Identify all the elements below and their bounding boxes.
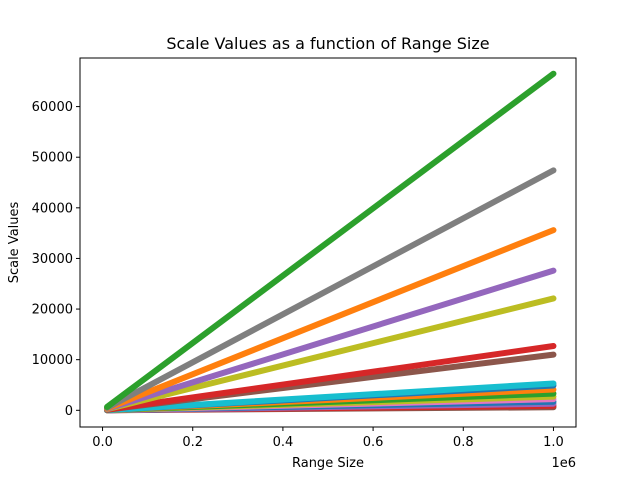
axes-frame: [79, 57, 577, 428]
x-tick-label: 0.6: [363, 435, 384, 450]
y-tick-label: 10000: [32, 353, 73, 368]
x-axis-label: Range Size: [292, 456, 364, 471]
y-tick-label: 50000: [32, 151, 73, 166]
series-line: [104, 70, 557, 410]
y-tick-label: 40000: [32, 201, 73, 216]
y-tick-label: 60000: [32, 100, 73, 115]
series-line: [104, 380, 557, 414]
x-axis-offset-label: 1e6: [551, 456, 576, 471]
x-tick-label: 1.0: [543, 435, 564, 450]
series-line: [104, 295, 557, 413]
x-tick-label: 0.2: [182, 435, 203, 450]
chart-title: Scale Values as a function of Range Size: [166, 34, 489, 53]
series-line: [104, 343, 557, 413]
y-tick-label: 0: [65, 404, 73, 419]
y-axis: 0 10000 20000 30000 40000 50000 60000: [32, 100, 80, 419]
y-tick-label: 20000: [32, 303, 73, 318]
plot-area: [104, 70, 557, 414]
x-tick-label: 0.0: [92, 435, 113, 450]
series-line: [104, 167, 557, 411]
x-axis: 0.0 0.2 0.4 0.6 0.8 1.0: [92, 427, 564, 450]
series-line: [104, 227, 557, 412]
y-axis-label: Scale Values: [7, 201, 22, 283]
x-tick-label: 0.8: [453, 435, 474, 450]
y-tick-label: 30000: [32, 252, 73, 267]
x-tick-label: 0.4: [273, 435, 294, 450]
series-line: [104, 267, 557, 412]
